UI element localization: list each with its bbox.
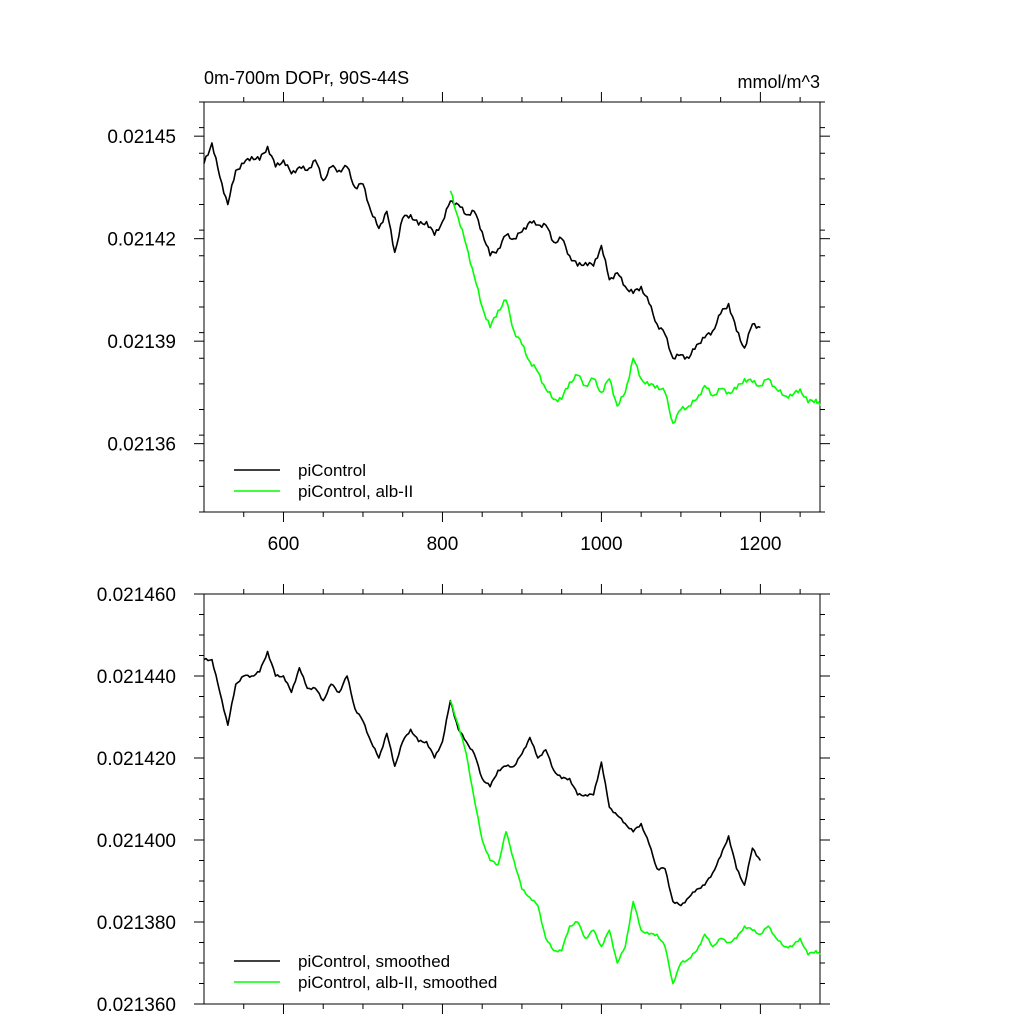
y-tick-label: 0.02139 bbox=[107, 332, 176, 353]
series-line-picontrol-smoothed bbox=[203, 650, 762, 907]
legend-label-picontrol-smoothed: piControl, smoothed bbox=[298, 952, 450, 971]
top-chart-panel: 0m-700m DOPr, 90S-44S mmol/m^3 600 800 100… bbox=[107, 68, 830, 555]
bottom-chart-ticks: 0.021360 0.021380 0.021400 0.021420 0.021440… bbox=[97, 584, 830, 1016]
y-tick-label: 0.02142 bbox=[107, 230, 176, 251]
y-tick-label: 0.021360 bbox=[97, 995, 176, 1016]
series-line-picontrol bbox=[203, 142, 761, 360]
x-tick-label: 1000 bbox=[580, 534, 622, 555]
legend-label-alb-ii: piControl, alb-II bbox=[298, 482, 413, 501]
bottom-chart-panel: 0.021360 0.021380 0.021400 0.021420 0.021440… bbox=[97, 584, 830, 1016]
legend-label-picontrol: piControl bbox=[298, 461, 366, 480]
y-tick-label: 0.021460 bbox=[97, 585, 176, 606]
x-tick-label: 600 bbox=[268, 534, 300, 555]
x-tick-label: 800 bbox=[427, 534, 459, 555]
y-tick-label: 0.021400 bbox=[97, 831, 176, 852]
x-tick-label: 1200 bbox=[739, 534, 781, 555]
y-tick-label: 0.02145 bbox=[107, 127, 176, 148]
top-chart-legend: piControl piControl, alb-II bbox=[234, 461, 413, 501]
series-line-picontrol-alb-ii-smoothed bbox=[449, 700, 821, 985]
y-tick-label: 0.02136 bbox=[107, 435, 176, 456]
top-chart-ticks: 600 800 1000 1200 0.02136 0.02139 0.02142 0.021… bbox=[107, 92, 830, 555]
series-line-picontrol-alb-ii bbox=[449, 190, 821, 424]
top-chart-title: 0m-700m DOPr, 90S-44S bbox=[204, 68, 409, 88]
bottom-chart-lines bbox=[203, 650, 821, 985]
y-tick-label: 0.021440 bbox=[97, 667, 176, 688]
y-tick-label: 0.021380 bbox=[97, 913, 176, 934]
bottom-chart-legend: piControl, smoothed piControl, alb-II, s… bbox=[234, 952, 497, 992]
y-tick-label: 0.021420 bbox=[97, 749, 176, 770]
top-chart-units: mmol/m^3 bbox=[738, 72, 820, 92]
legend-label-alb-ii-smoothed: piControl, alb-II, smoothed bbox=[298, 973, 497, 992]
top-chart-lines bbox=[203, 142, 821, 424]
